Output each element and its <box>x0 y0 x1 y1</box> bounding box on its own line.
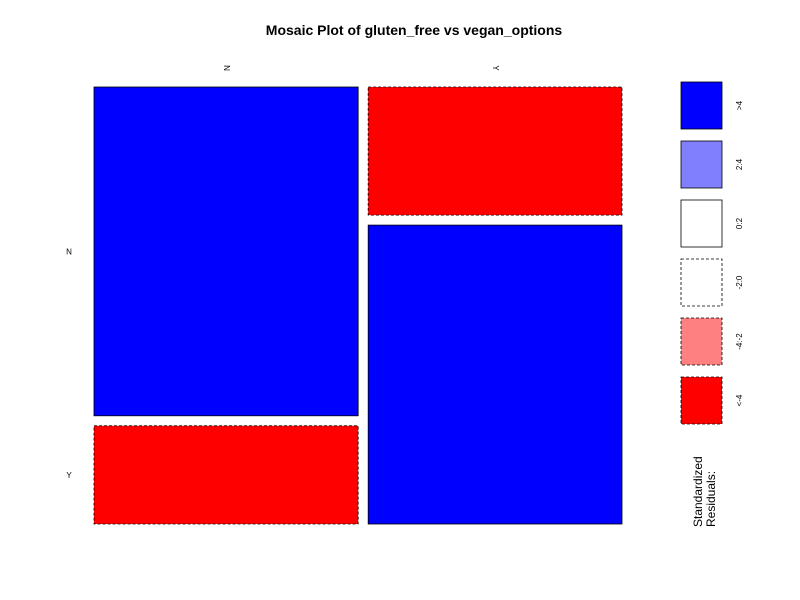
legend-swatch-0-2 <box>680 199 723 248</box>
mosaic-cell-y-y <box>367 224 623 525</box>
mosaic-cell-n-n <box>93 86 359 417</box>
row-label-n: N <box>66 247 72 256</box>
legend-swatch-4-2 <box>680 317 723 366</box>
mosaic-cell-n-y <box>93 425 359 525</box>
legend-label-2-4: 2:4 <box>735 158 744 170</box>
legend-swatch-2-4 <box>680 140 723 189</box>
row-label-y: Y <box>66 471 72 480</box>
legend-label-4: <-4 <box>735 394 744 406</box>
legend-title-line-2: Residuals: <box>704 471 718 527</box>
legend-swatch-4 <box>680 376 723 425</box>
legend-swatch-2-0 <box>680 258 723 307</box>
column-label-n: N <box>222 65 231 71</box>
legend-title-line-1: Standardized <box>691 456 705 527</box>
chart-title: Mosaic Plot of gluten_free vs vegan_opti… <box>266 22 563 38</box>
mosaic-cell-y-n <box>367 86 623 216</box>
legend-label-0-2: 0:2 <box>735 217 744 229</box>
legend: >4 2:4 0:2 -2:0 -4:-2 <-4 Standardized Residual… <box>680 81 744 527</box>
legend-label-4-2: -4:-2 <box>735 333 744 350</box>
legend-swatch-4 <box>680 81 723 130</box>
column-label-y: Y <box>491 65 500 71</box>
row-labels: NY <box>66 247 72 479</box>
mosaic-cells <box>93 86 623 525</box>
legend-label-4: >4 <box>735 100 744 110</box>
legend-label-2-0: -2:0 <box>735 275 744 289</box>
